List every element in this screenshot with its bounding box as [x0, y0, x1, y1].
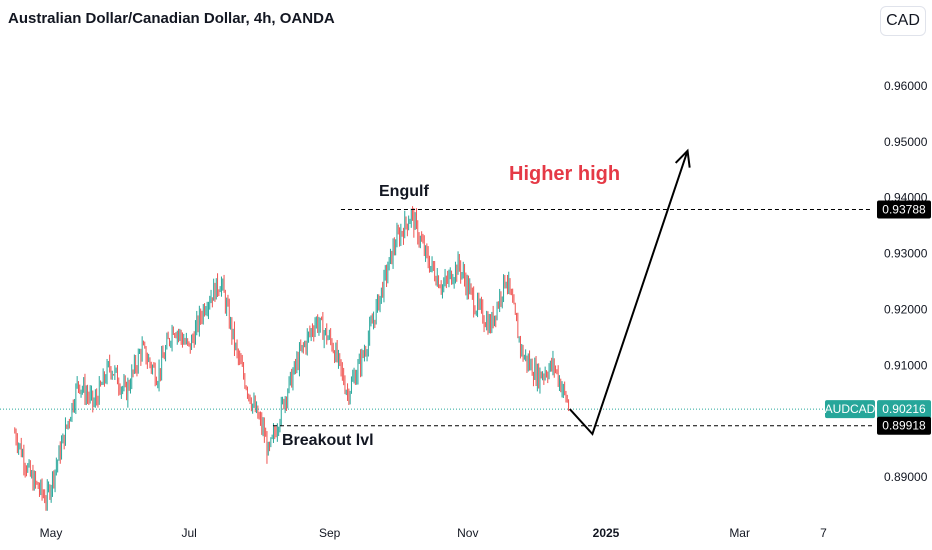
projection-path[interactable] — [569, 150, 689, 436]
level-lines — [0, 209, 872, 427]
breakout-annotation: Breakout lvl — [282, 432, 374, 449]
y-tick-label: 0.91000 — [884, 358, 928, 372]
y-axis: 0.960000.950000.940000.930000.920000.910… — [884, 79, 928, 484]
x-axis: May Jul Sep Nov 2025 Mar 7 — [40, 526, 827, 540]
chart-title: Australian Dollar/Canadian Dollar, 4h, O… — [8, 10, 335, 27]
arrowhead-icon — [674, 148, 691, 168]
current-price-tag — [877, 400, 931, 419]
y-tick-label: 0.95000 — [884, 135, 928, 149]
y-tick-label: 0.92000 — [884, 302, 928, 316]
symbol-tag — [825, 400, 875, 419]
projection-arrow — [569, 148, 691, 436]
level-price-tag-label: 0.93788 — [882, 203, 926, 217]
x-tick-label: Jul — [182, 526, 197, 540]
current-price-tag-label: 0.90216 — [882, 402, 926, 416]
level-price-tag-label: 0.89918 — [882, 419, 926, 433]
annotations: Engulf Breakout lvl Higher high — [282, 163, 620, 449]
price-tags: AUDCAD 0.90216 0.93788 0.89918 — [825, 200, 931, 435]
x-tick-label: Sep — [319, 526, 341, 540]
x-tick-label: 2025 — [593, 526, 620, 540]
level-price-tag — [877, 416, 931, 435]
y-tick-label: 0.96000 — [884, 79, 928, 93]
x-tick-label: Mar — [729, 526, 750, 540]
symbol-tag-label: AUDCAD — [825, 402, 876, 416]
x-tick-label: Nov — [457, 526, 478, 540]
y-tick-label: 0.93000 — [884, 247, 928, 261]
y-tick-label: 0.89000 — [884, 470, 928, 484]
candle-group — [14, 206, 570, 511]
engulf-annotation: Engulf — [379, 183, 429, 200]
currency-button[interactable]: CAD — [880, 6, 926, 36]
higher-high-annotation: Higher high — [509, 163, 620, 185]
level-price-tag — [877, 200, 931, 219]
x-tick-label: May — [40, 526, 63, 540]
x-tick-label: 7 — [820, 526, 827, 540]
